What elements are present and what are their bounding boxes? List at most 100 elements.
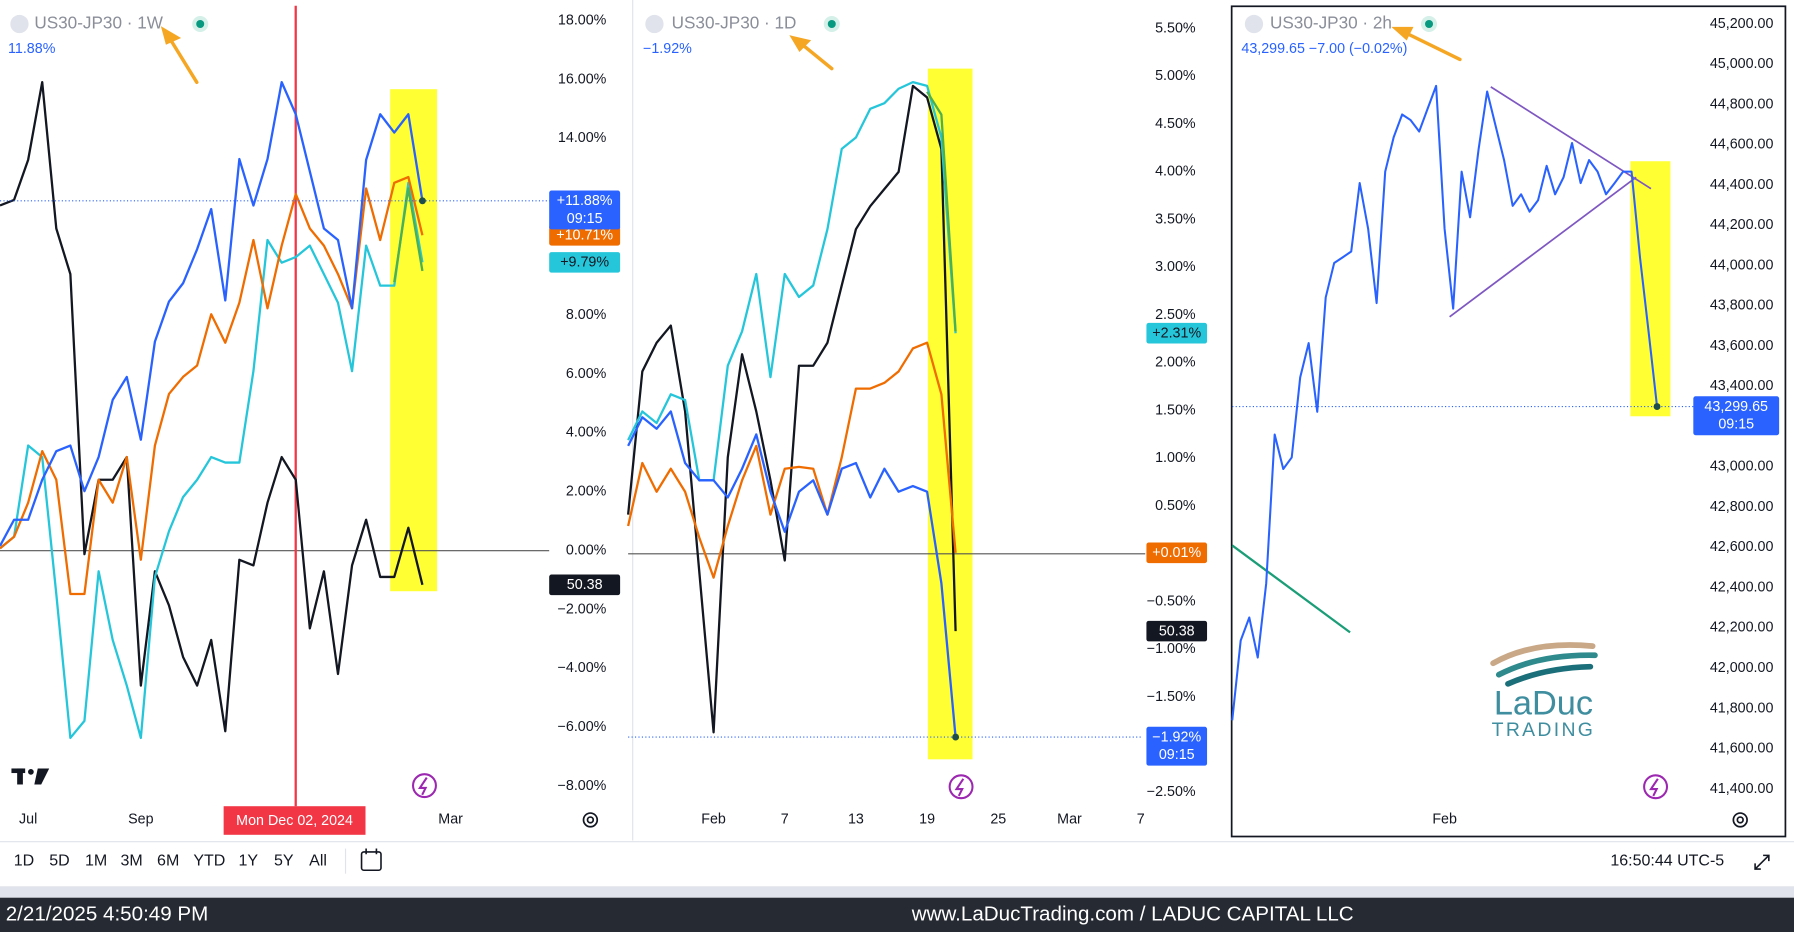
price-label: +11.88% xyxy=(557,193,613,209)
status-dot xyxy=(827,20,836,29)
last-point xyxy=(1653,403,1661,411)
y-tick-label: 44,600.00 xyxy=(1710,137,1774,153)
y-tick-label: 44,000.00 xyxy=(1710,257,1774,273)
price-label-box xyxy=(1693,396,1780,436)
price-label-box xyxy=(549,224,621,246)
y-tick-label: 45,200.00 xyxy=(1710,16,1774,32)
y-tick-label: 18.00% xyxy=(558,12,607,28)
y-tick-label: 42,600.00 xyxy=(1710,539,1774,555)
x-tick-label: Mar xyxy=(1057,812,1082,828)
y-tick-label: 43,000.00 xyxy=(1710,459,1774,475)
price-label: +2.31% xyxy=(1152,326,1201,342)
y-tick-label: 44,800.00 xyxy=(1710,96,1774,112)
range-button[interactable]: 5Y xyxy=(274,852,294,869)
toolbar-icons[interactable] xyxy=(360,848,1770,872)
x-tick-label: Jul xyxy=(19,812,37,828)
crosshair-label-box xyxy=(223,806,366,835)
y-tick-label: 5.50% xyxy=(1155,20,1196,36)
trend-line xyxy=(1231,544,1351,634)
y-tick-label: 42,000.00 xyxy=(1710,660,1774,676)
last-point xyxy=(952,733,960,741)
y-tick-label: 1.50% xyxy=(1155,402,1196,418)
chart-subtitle: 43,299.65 −7.00 (−0.02%) xyxy=(1241,41,1407,57)
series-line xyxy=(1231,84,1659,721)
range-button[interactable]: 3M xyxy=(120,852,142,869)
range-button[interactable]: 5D xyxy=(49,852,69,869)
footer-timestamp: 2/21/2025 4:50:49 PM xyxy=(6,902,209,925)
price-label-box xyxy=(1146,726,1208,766)
y-tick-label: 4.50% xyxy=(1155,116,1196,132)
y-tick-label: 5.00% xyxy=(1155,68,1196,84)
x-tick-label: Sep xyxy=(128,812,153,828)
y-tick-label: 44,400.00 xyxy=(1710,177,1774,193)
crosshair-label: Mon Dec 02, 2024 xyxy=(236,813,353,829)
chart-subtitle: 11.88% xyxy=(8,41,56,57)
arrowhead xyxy=(789,35,812,52)
price-label-box xyxy=(1146,620,1208,642)
settings-icon[interactable] xyxy=(1732,812,1748,828)
range-button[interactable]: 1Y xyxy=(238,852,258,869)
series-line xyxy=(393,187,424,283)
y-tick-label: −0.50% xyxy=(1147,593,1196,609)
y-tick-label: 2.00% xyxy=(566,484,607,500)
series-line xyxy=(0,80,424,547)
y-tick-label: 6.00% xyxy=(566,366,607,382)
range-button[interactable]: 1D xyxy=(14,852,34,869)
y-tick-label: 42,200.00 xyxy=(1710,620,1774,636)
x-tick-label: 19 xyxy=(919,812,935,828)
y-tick-label: 44,200.00 xyxy=(1710,217,1774,233)
chart-title: US30-JP30 · 2h xyxy=(1270,13,1392,33)
settings-icon[interactable] xyxy=(586,816,595,824)
logo-part xyxy=(28,769,34,775)
x-tick-label: 25 xyxy=(990,812,1006,828)
price-label: +0.01% xyxy=(1152,545,1201,561)
y-tick-label: 16.00% xyxy=(558,71,607,87)
y-tick-label: −2.50% xyxy=(1147,784,1196,800)
y-tick-label: −4.00% xyxy=(558,660,607,676)
price-label: −1.92% xyxy=(1152,729,1201,745)
alert-icon xyxy=(417,777,428,796)
fullscreen-icon[interactable] xyxy=(1754,854,1770,870)
price-label-time: 09:15 xyxy=(1159,747,1195,763)
price-label: 50.38 xyxy=(567,577,603,593)
arrow xyxy=(167,36,199,85)
y-tick-label: 2.50% xyxy=(1155,307,1196,323)
x-tick-label: Feb xyxy=(701,812,726,828)
y-tick-label: −1.00% xyxy=(1147,641,1196,657)
price-label-box xyxy=(549,190,621,230)
y-tick-label: 42,800.00 xyxy=(1710,499,1774,515)
y-tick-label: −1.50% xyxy=(1147,689,1196,705)
y-tick-label: 2.00% xyxy=(1155,355,1196,371)
footer-bar xyxy=(0,897,1794,932)
settings-icon[interactable] xyxy=(582,812,599,828)
series-line xyxy=(0,80,424,733)
alert-icons xyxy=(412,773,1669,800)
settings-icons[interactable] xyxy=(582,812,1748,828)
arrow xyxy=(1402,30,1462,62)
date-range-icon[interactable] xyxy=(360,851,382,872)
settings-icon[interactable] xyxy=(1736,816,1744,824)
y-tick-label: 3.50% xyxy=(1155,211,1196,227)
series-line xyxy=(627,341,957,579)
price-label: 43,299.65 xyxy=(1704,399,1768,415)
y-tick-label: 41,800.00 xyxy=(1710,700,1774,716)
range-button[interactable]: YTD xyxy=(193,852,225,869)
alert-icon xyxy=(1643,774,1669,800)
price-label: 50.38 xyxy=(1159,623,1195,639)
range-button[interactable]: 6M xyxy=(157,852,179,869)
price-label-box xyxy=(1146,542,1208,564)
y-tick-label: 4.00% xyxy=(566,425,607,441)
logo-part xyxy=(34,768,50,785)
y-tick-label: 41,600.00 xyxy=(1710,741,1774,757)
alert-icon xyxy=(948,774,974,800)
y-tick-label: 8.00% xyxy=(566,307,607,323)
arrow xyxy=(799,41,834,71)
range-button[interactable]: 1M xyxy=(85,852,107,869)
range-button[interactable]: All xyxy=(309,852,327,869)
logo-wave xyxy=(1490,642,1596,667)
y-tick-label: 0.00% xyxy=(566,542,607,558)
logo-name: LaDuc xyxy=(1494,685,1593,723)
arrowhead xyxy=(160,26,182,45)
